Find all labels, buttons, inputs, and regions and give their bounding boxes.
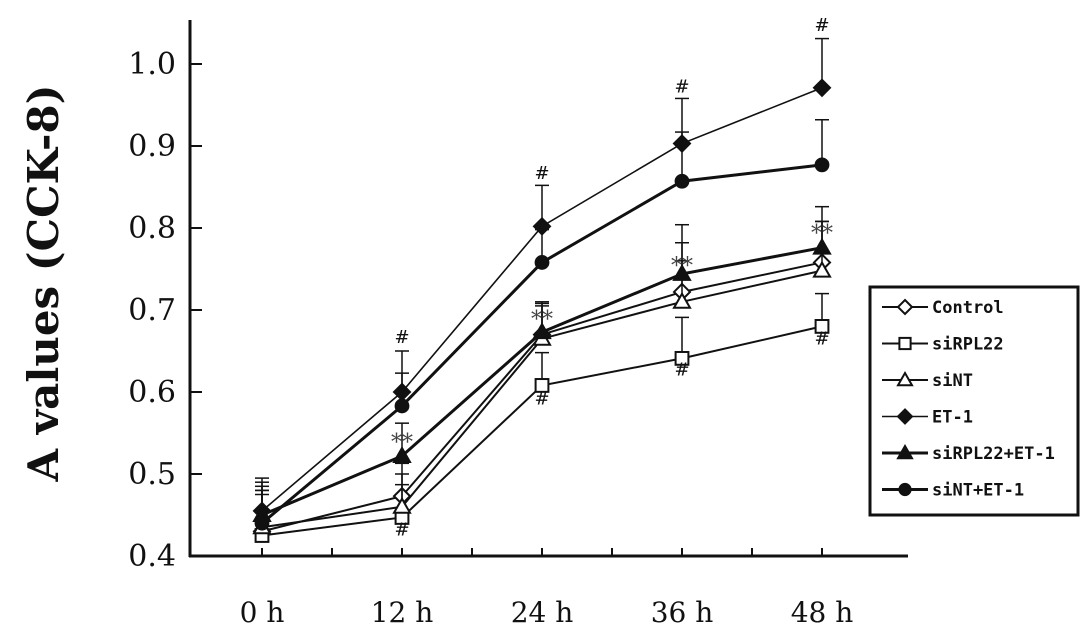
legend-marker <box>896 408 914 425</box>
significance-hash: # <box>394 327 409 348</box>
axes <box>188 20 908 558</box>
x-tick-label: 0 h <box>240 596 285 629</box>
x-tick-label: 24 h <box>511 596 574 629</box>
significance-stars: ** <box>391 430 413 455</box>
legend-label: Control <box>932 298 1004 318</box>
significance-stars: ** <box>531 307 553 332</box>
data-point <box>812 260 832 278</box>
significance-hash: # <box>674 360 689 381</box>
significance-hash: # <box>814 15 829 36</box>
series-group <box>252 37 832 543</box>
y-axis-label: A values (CCK-8) <box>19 84 68 482</box>
y-tick-label: 0.7 <box>128 293 176 328</box>
significance-hash: # <box>534 388 549 409</box>
significance-hash: # <box>674 77 689 98</box>
data-point <box>812 78 832 98</box>
y-tick-label: 0.9 <box>128 129 176 164</box>
data-point <box>534 378 550 393</box>
legend-label: siRPL22+ET-1 <box>932 444 1055 464</box>
y-tick-label: 0.6 <box>128 375 176 410</box>
significance-hash: # <box>814 328 829 349</box>
y-ticks: 0.4 0.5 0.6 0.7 0.8 0.9 1.0 <box>128 47 202 574</box>
data-point <box>674 350 690 366</box>
data-point <box>392 445 412 463</box>
y-tick-label: 0.4 <box>128 539 176 574</box>
data-point <box>814 319 830 334</box>
data-point <box>674 173 690 189</box>
y-tick-label: 0.5 <box>128 457 176 492</box>
x-ticks: 0 h 12 h 24 h 36 h 48 h <box>240 548 854 629</box>
data-point <box>672 263 692 281</box>
series-sint-et-1 <box>254 119 830 531</box>
annotations: # # # # # # # # ** ** ** ** <box>391 15 833 540</box>
data-point <box>392 496 412 514</box>
legend: Control siRPL22 siNT ET-1 siRPL22+ET-1 siNT+E… <box>868 285 1080 517</box>
legend-marker <box>896 370 914 387</box>
y-tick-label: 0.8 <box>128 211 176 246</box>
series-sirpl22-et-1 <box>252 205 832 522</box>
significance-stars: ** <box>811 221 833 246</box>
legend-label: siRPL22 <box>932 335 1004 355</box>
legend-marker <box>896 298 914 316</box>
data-point <box>672 291 692 309</box>
significance-stars: ** <box>671 254 693 279</box>
significance-hash: # <box>534 163 549 184</box>
legend-marker <box>898 482 912 497</box>
legend-label: ET-1 <box>932 408 973 428</box>
data-point <box>532 322 552 340</box>
data-point <box>812 237 832 255</box>
x-tick-label: 12 h <box>371 596 434 629</box>
x-tick-label: 48 h <box>791 596 854 629</box>
y-tick-label: 1.0 <box>128 47 176 82</box>
legend-box <box>868 285 1080 517</box>
series-line <box>261 87 823 512</box>
data-point <box>254 515 270 531</box>
x-tick-label: 36 h <box>651 596 714 629</box>
legend-label: siNT <box>932 371 973 391</box>
legend-marker <box>898 336 912 351</box>
significance-hash: # <box>394 520 409 541</box>
data-point <box>534 255 550 270</box>
data-point <box>814 157 830 173</box>
legend-label: siNT+ET-1 <box>932 481 1024 501</box>
data-point <box>394 398 410 414</box>
legend-marker <box>896 443 914 460</box>
